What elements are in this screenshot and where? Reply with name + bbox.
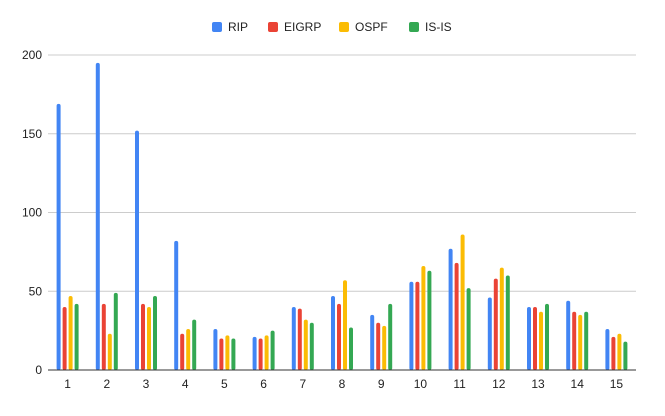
legend-swatch: [212, 22, 222, 32]
x-tick-label: 15: [610, 377, 624, 391]
y-tick-label: 100: [22, 206, 42, 220]
legend-label: EIGRP: [284, 20, 321, 34]
x-tick-label: 12: [492, 377, 506, 391]
bar-is-is-13: [545, 303, 549, 370]
bar-ospf-15: [617, 333, 622, 370]
bar-is-is-12: [505, 275, 510, 370]
bar-ospf-13: [539, 311, 543, 370]
bar-ospf-12: [499, 267, 504, 370]
bar-is-is-4: [192, 319, 197, 370]
bar-rip-6: [252, 336, 257, 370]
gridlines: [48, 54, 636, 292]
bar-ospf-10: [421, 266, 426, 370]
legend-item-ospf: OSPF: [339, 20, 388, 34]
bar-eigrp-10: [415, 281, 420, 370]
bar-is-is-7: [309, 322, 314, 370]
bar-eigrp-3: [141, 303, 145, 370]
bar-ospf-4: [186, 329, 191, 370]
y-tick-label: 50: [29, 284, 43, 298]
x-tick-label: 3: [143, 377, 150, 391]
bar-is-is-8: [349, 327, 353, 370]
bar-rip-2: [95, 62, 100, 370]
x-tick-label: 11: [453, 377, 466, 391]
bar-rip-7: [291, 307, 296, 370]
legend-swatch: [268, 22, 278, 32]
bar-is-is-14: [584, 311, 589, 370]
bar-ospf-3: [147, 307, 151, 370]
bar-rip-5: [213, 329, 218, 370]
legend: RIP EIGRP OSPF IS-IS: [212, 20, 452, 34]
bar-eigrp-2: [101, 303, 106, 370]
bar-is-is-11: [466, 288, 471, 370]
bar-eigrp-14: [572, 311, 577, 370]
bar-eigrp-11: [454, 262, 459, 370]
bar-is-is-10: [427, 270, 432, 370]
bar-eigrp-13: [533, 307, 537, 370]
x-tick-label: 1: [64, 377, 71, 391]
bar-eigrp-1: [62, 307, 67, 370]
bar-eigrp-8: [337, 303, 341, 370]
bar-eigrp-6: [258, 338, 263, 370]
x-tick-label: 7: [299, 377, 306, 391]
legend-swatch: [339, 22, 349, 32]
bar-eigrp-5: [219, 338, 224, 370]
bar-ospf-1: [68, 295, 73, 370]
bar-rip-11: [448, 248, 453, 370]
bar-rip-10: [409, 281, 414, 370]
x-axis-ticks: 1 2 3 4 5 6 7 8 9 10 11 12 13 14 15: [64, 377, 623, 391]
x-tick-label: 8: [339, 377, 346, 391]
bar-is-is-2: [113, 292, 118, 370]
bar-rip-12: [487, 297, 492, 370]
bar-rip-9: [370, 314, 375, 370]
y-tick-label: 150: [22, 127, 42, 141]
legend-item-eigrp: EIGRP: [268, 20, 321, 34]
bar-is-is-6: [270, 330, 275, 370]
x-tick-label: 5: [221, 377, 228, 391]
bar-rip-4: [174, 240, 179, 370]
x-tick-label: 9: [378, 377, 385, 391]
x-tick-label: 6: [260, 377, 267, 391]
bar-ospf-8: [343, 280, 347, 370]
bar-ospf-6: [264, 335, 269, 370]
legend-label: IS-IS: [425, 20, 452, 34]
bar-rip-3: [135, 130, 139, 370]
x-tick-label: 2: [103, 377, 110, 391]
y-axis-ticks: 0 50 100 150 200: [22, 48, 42, 377]
bar-rip-13: [527, 307, 531, 370]
y-tick-label: 200: [22, 48, 42, 62]
bar-is-is-3: [153, 295, 157, 370]
bar-ospf-11: [460, 234, 465, 370]
bar-eigrp-15: [611, 336, 616, 370]
bar-rip-15: [605, 329, 610, 370]
bar-ospf-2: [107, 333, 112, 370]
bar-is-is-5: [231, 338, 236, 370]
x-tick-label: 4: [182, 377, 189, 391]
legend-item-is-is: IS-IS: [409, 20, 452, 34]
legend-swatch: [409, 22, 419, 32]
y-tick-label: 0: [35, 363, 42, 377]
bar-eigrp-7: [297, 308, 302, 370]
bar-eigrp-9: [376, 322, 381, 370]
bar-is-is-15: [623, 341, 628, 370]
bar-rip-1: [56, 103, 61, 370]
bar-rip-8: [331, 295, 335, 370]
bar-ospf-9: [382, 325, 387, 370]
bars: [56, 62, 628, 370]
x-tick-label: 14: [571, 377, 585, 391]
x-tick-label: 10: [414, 377, 428, 391]
bar-ospf-7: [303, 319, 308, 370]
legend-label: RIP: [228, 20, 248, 34]
bar-is-is-1: [74, 303, 79, 370]
bar-eigrp-12: [493, 278, 498, 370]
x-tick-label: 13: [531, 377, 545, 391]
bar-rip-14: [566, 300, 571, 370]
legend-item-rip: RIP: [212, 20, 248, 34]
bar-is-is-9: [388, 303, 393, 370]
bar-ospf-5: [225, 335, 230, 370]
bar-ospf-14: [578, 314, 583, 370]
bar-eigrp-4: [180, 333, 185, 370]
legend-label: OSPF: [355, 20, 388, 34]
